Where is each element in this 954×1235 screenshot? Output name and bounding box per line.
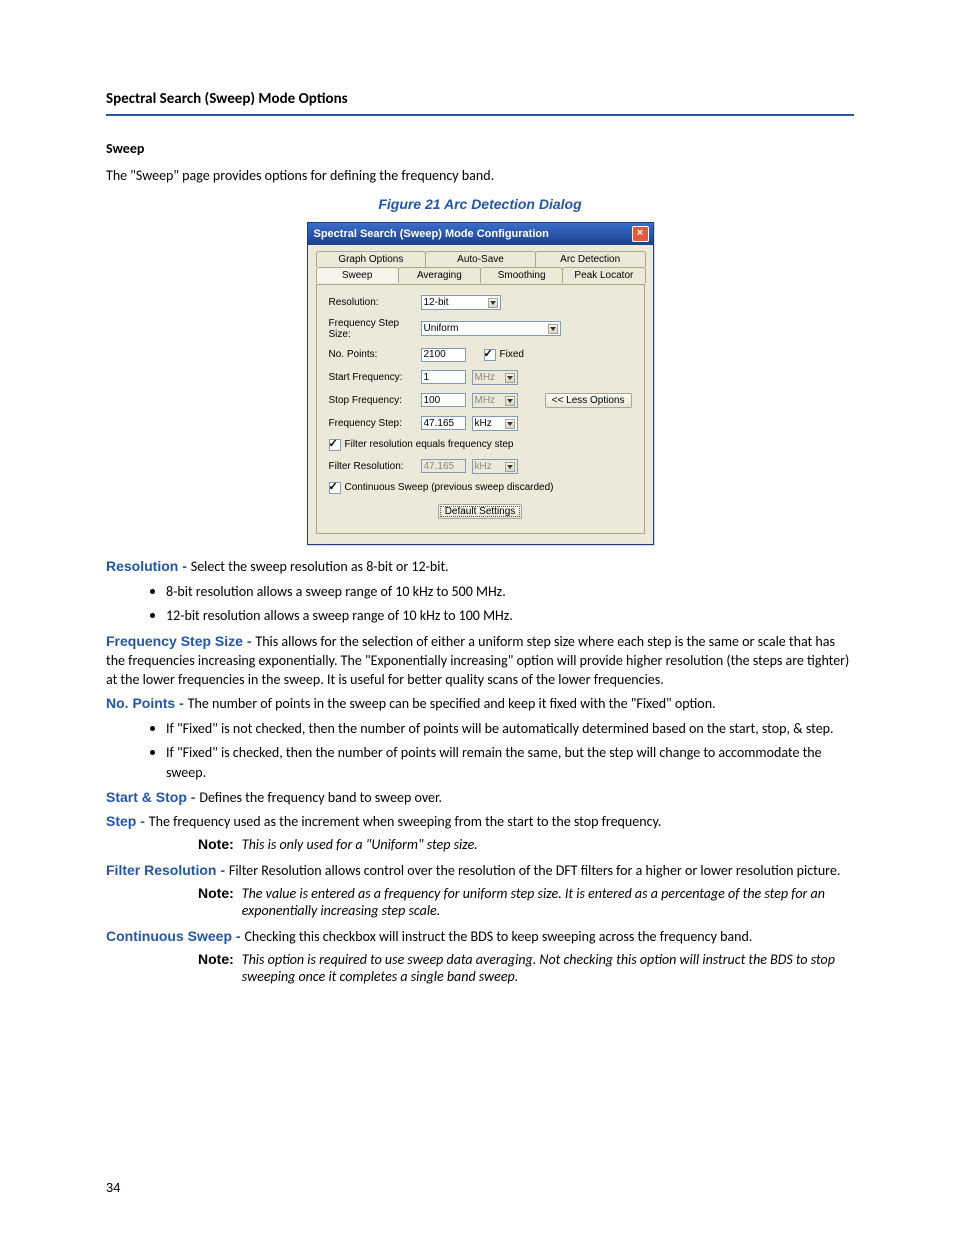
list-item: If "Fixed" is not checked, then the numb… — [166, 718, 854, 739]
freq-step-unit-select[interactable]: kHz — [472, 416, 518, 431]
freq-step-size-select[interactable]: Uniform — [421, 321, 561, 336]
step-term: Step - — [106, 813, 149, 829]
intro-text: The "Sweep" page provides options for de… — [106, 167, 854, 186]
tab-sweep[interactable]: Sweep — [316, 267, 399, 283]
cont-sweep-term: Continuous Sweep - — [106, 928, 244, 944]
start-freq-input[interactable] — [421, 370, 466, 384]
tab-auto-save[interactable]: Auto-Save — [425, 251, 536, 267]
no-points-label: No. Points: — [329, 349, 421, 360]
cont-sweep-note: Note: This option is required to use swe… — [106, 951, 854, 985]
default-settings-button[interactable]: Default Settings — [438, 504, 523, 519]
filter-eq-label: Filter resolution equals frequency step — [345, 439, 514, 450]
dialog-titlebar: Spectral Search (Sweep) Mode Configurati… — [308, 223, 653, 245]
resolution-term: Resolution - — [106, 558, 191, 574]
step-para: Step - The frequency used as the increme… — [106, 812, 854, 832]
fixed-checkbox[interactable] — [484, 349, 496, 361]
resolution-select[interactable]: 12-bit — [421, 295, 501, 310]
note-label: Note: — [198, 885, 234, 919]
filter-res-unit-select: kHz — [472, 459, 518, 474]
config-dialog: Spectral Search (Sweep) Mode Configurati… — [307, 222, 654, 545]
stop-freq-input[interactable] — [421, 393, 466, 407]
section-title: Spectral Search (Sweep) Mode Options — [106, 90, 854, 108]
filter-res-label: Filter Resolution: — [329, 461, 421, 472]
freq-step-size-term: Frequency Step Size - — [106, 633, 255, 649]
section-rule — [106, 114, 854, 116]
dialog-title: Spectral Search (Sweep) Mode Configurati… — [314, 228, 549, 240]
no-points-input[interactable] — [421, 348, 466, 362]
freq-step-label: Frequency Step: — [329, 418, 421, 429]
start-freq-unit-select: MHz — [472, 370, 518, 385]
figure-caption: Figure 21 Arc Detection Dialog — [106, 196, 854, 212]
tab-graph-options[interactable]: Graph Options — [316, 251, 427, 267]
resolution-bullets: 8-bit resolution allows a sweep range of… — [106, 581, 854, 626]
start-freq-label: Start Frequency: — [329, 372, 421, 383]
less-options-button[interactable]: << Less Options — [545, 393, 632, 408]
start-stop-term: Start & Stop - — [106, 789, 199, 805]
freq-step-size-label: Frequency Step Size: — [329, 318, 421, 340]
resolution-label: Resolution: — [329, 297, 421, 308]
resolution-para: Resolution - Select the sweep resolution… — [106, 557, 854, 577]
page-number: 34 — [106, 1180, 120, 1195]
start-stop-para: Start & Stop - Defines the frequency ban… — [106, 788, 854, 808]
filter-res-term: Filter Resolution - — [106, 862, 229, 878]
tab-smoothing[interactable]: Smoothing — [480, 267, 563, 283]
stop-freq-label: Stop Frequency: — [329, 395, 421, 406]
filter-res-para: Filter Resolution - Filter Resolution al… — [106, 861, 854, 881]
no-points-para: No. Points - The number of points in the… — [106, 694, 854, 714]
subsection-title: Sweep — [106, 140, 854, 157]
list-item: If "Fixed" is checked, then the number o… — [166, 742, 854, 782]
tab-averaging[interactable]: Averaging — [398, 267, 481, 283]
list-item: 8-bit resolution allows a sweep range of… — [166, 581, 854, 602]
note-text: This is only used for a "Uniform" step s… — [242, 836, 478, 853]
stop-freq-unit-select: MHz — [472, 393, 518, 408]
filter-res-input — [421, 459, 466, 473]
note-text: This option is required to use sweep dat… — [242, 951, 854, 985]
step-note: Note: This is only used for a "Uniform" … — [106, 836, 854, 853]
note-text: The value is entered as a frequency for … — [242, 885, 854, 919]
list-item: 12-bit resolution allows a sweep range o… — [166, 605, 854, 626]
note-label: Note: — [198, 951, 234, 985]
filter-res-note: Note: The value is entered as a frequenc… — [106, 885, 854, 919]
no-points-term: No. Points - — [106, 695, 188, 711]
cont-sweep-label: Continuous Sweep (previous sweep discard… — [345, 482, 554, 493]
no-points-bullets: If "Fixed" is not checked, then the numb… — [106, 718, 854, 783]
note-label: Note: — [198, 836, 234, 853]
tab-arc-detection[interactable]: Arc Detection — [535, 251, 646, 267]
filter-eq-checkbox[interactable] — [329, 439, 341, 451]
tab-peak-locator[interactable]: Peak Locator — [562, 267, 645, 283]
freq-step-size-para: Frequency Step Size - This allows for th… — [106, 632, 854, 690]
fixed-label: Fixed — [500, 349, 524, 360]
cont-sweep-checkbox[interactable] — [329, 482, 341, 494]
sweep-panel: Resolution: 12-bit Frequency Step Size: … — [316, 284, 645, 534]
close-icon[interactable]: × — [632, 226, 649, 242]
freq-step-input[interactable] — [421, 416, 466, 430]
cont-sweep-para: Continuous Sweep - Checking this checkbo… — [106, 927, 854, 947]
